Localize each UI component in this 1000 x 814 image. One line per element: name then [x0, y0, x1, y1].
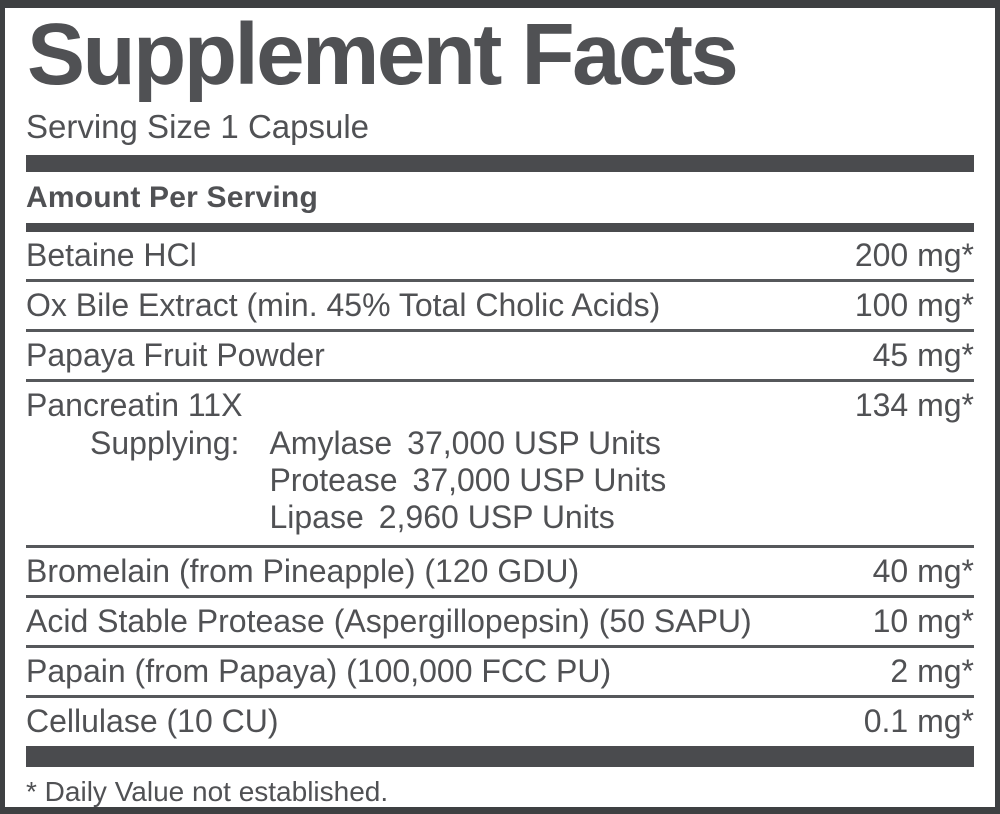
ingredient-amount: 10 mg*	[872, 602, 974, 639]
ingredient-amount: 100 mg*	[854, 286, 974, 323]
enzyme-name: Amylase	[269, 424, 393, 461]
ingredient-amount: 40 mg*	[872, 552, 974, 589]
enzyme-name: Protease	[269, 461, 398, 498]
thick-divider-bar-top	[26, 154, 974, 172]
table-row: Ox Bile Extract (min. 45% Total Cholic A…	[26, 282, 974, 332]
enzyme-line: Amylase 37,000 USP Units	[269, 425, 666, 462]
table-row-pancreatin: Pancreatin 11X 134 mg* Supplying: Amylas…	[26, 382, 974, 548]
ingredient-amount: 200 mg*	[854, 236, 974, 273]
enzyme-line: Lipase 2,960 USP Units	[269, 499, 666, 536]
ingredient-name: Cellulase (10 CU)	[26, 702, 279, 739]
daily-value-footnote: * Daily Value not established.	[26, 775, 389, 807]
enzyme-amount: 2,960 USP Units	[378, 498, 615, 535]
ingredient-name: Bromelain (from Pineapple) (120 GDU)	[26, 552, 580, 589]
ingredient-amount: 134 mg*	[854, 386, 974, 423]
ingredient-name: Papain (from Papaya) (100,000 FCC PU)	[26, 652, 612, 689]
table-row: Pancreatin 11X 134 mg*	[26, 387, 974, 424]
supplement-facts-content: Supplement Facts Serving Size 1 Capsule …	[5, 6, 995, 807]
table-row: Papain (from Papaya) (100,000 FCC PU) 2 …	[26, 648, 974, 698]
enzyme-amount: 37,000 USP Units	[412, 461, 667, 498]
ingredient-name: Acid Stable Protease (Aspergillopepsin) …	[26, 602, 752, 639]
ingredient-amount: 45 mg*	[872, 336, 974, 373]
ingredient-name: Betaine HCl	[26, 236, 197, 273]
amount-per-serving-header: Amount Per Serving	[26, 180, 318, 214]
table-row: Betaine HCl 200 mg*	[26, 232, 974, 282]
table-row: Cellulase (10 CU) 0.1 mg*	[26, 698, 974, 744]
thick-divider-bar-bottom	[26, 745, 974, 767]
ingredient-name: Pancreatin 11X	[26, 386, 243, 423]
table-row: Acid Stable Protease (Aspergillopepsin) …	[26, 598, 974, 648]
table-row: Bromelain (from Pineapple) (120 GDU) 40 …	[26, 548, 974, 598]
ingredient-name: Ox Bile Extract (min. 45% Total Cholic A…	[26, 286, 661, 323]
enzyme-name: Lipase	[269, 498, 364, 535]
supplying-block: Supplying: Amylase 37,000 USP Units Prot…	[90, 425, 974, 536]
serving-size-text: Serving Size 1 Capsule	[26, 107, 370, 145]
medium-divider-bar	[26, 222, 974, 232]
enzyme-line: Protease 37,000 USP Units	[269, 462, 666, 499]
table-row: Papaya Fruit Powder 45 mg*	[26, 332, 974, 382]
ingredient-amount: 2 mg*	[890, 652, 974, 689]
supplying-label: Supplying:	[90, 424, 240, 461]
ingredient-amount: 0.1 mg*	[863, 702, 974, 739]
enzyme-amount: 37,000 USP Units	[407, 424, 661, 461]
page-title: Supplement Facts	[27, 6, 739, 103]
enzyme-list: Amylase 37,000 USP Units Protease 37,000…	[269, 425, 666, 536]
ingredient-name: Papaya Fruit Powder	[26, 336, 325, 373]
